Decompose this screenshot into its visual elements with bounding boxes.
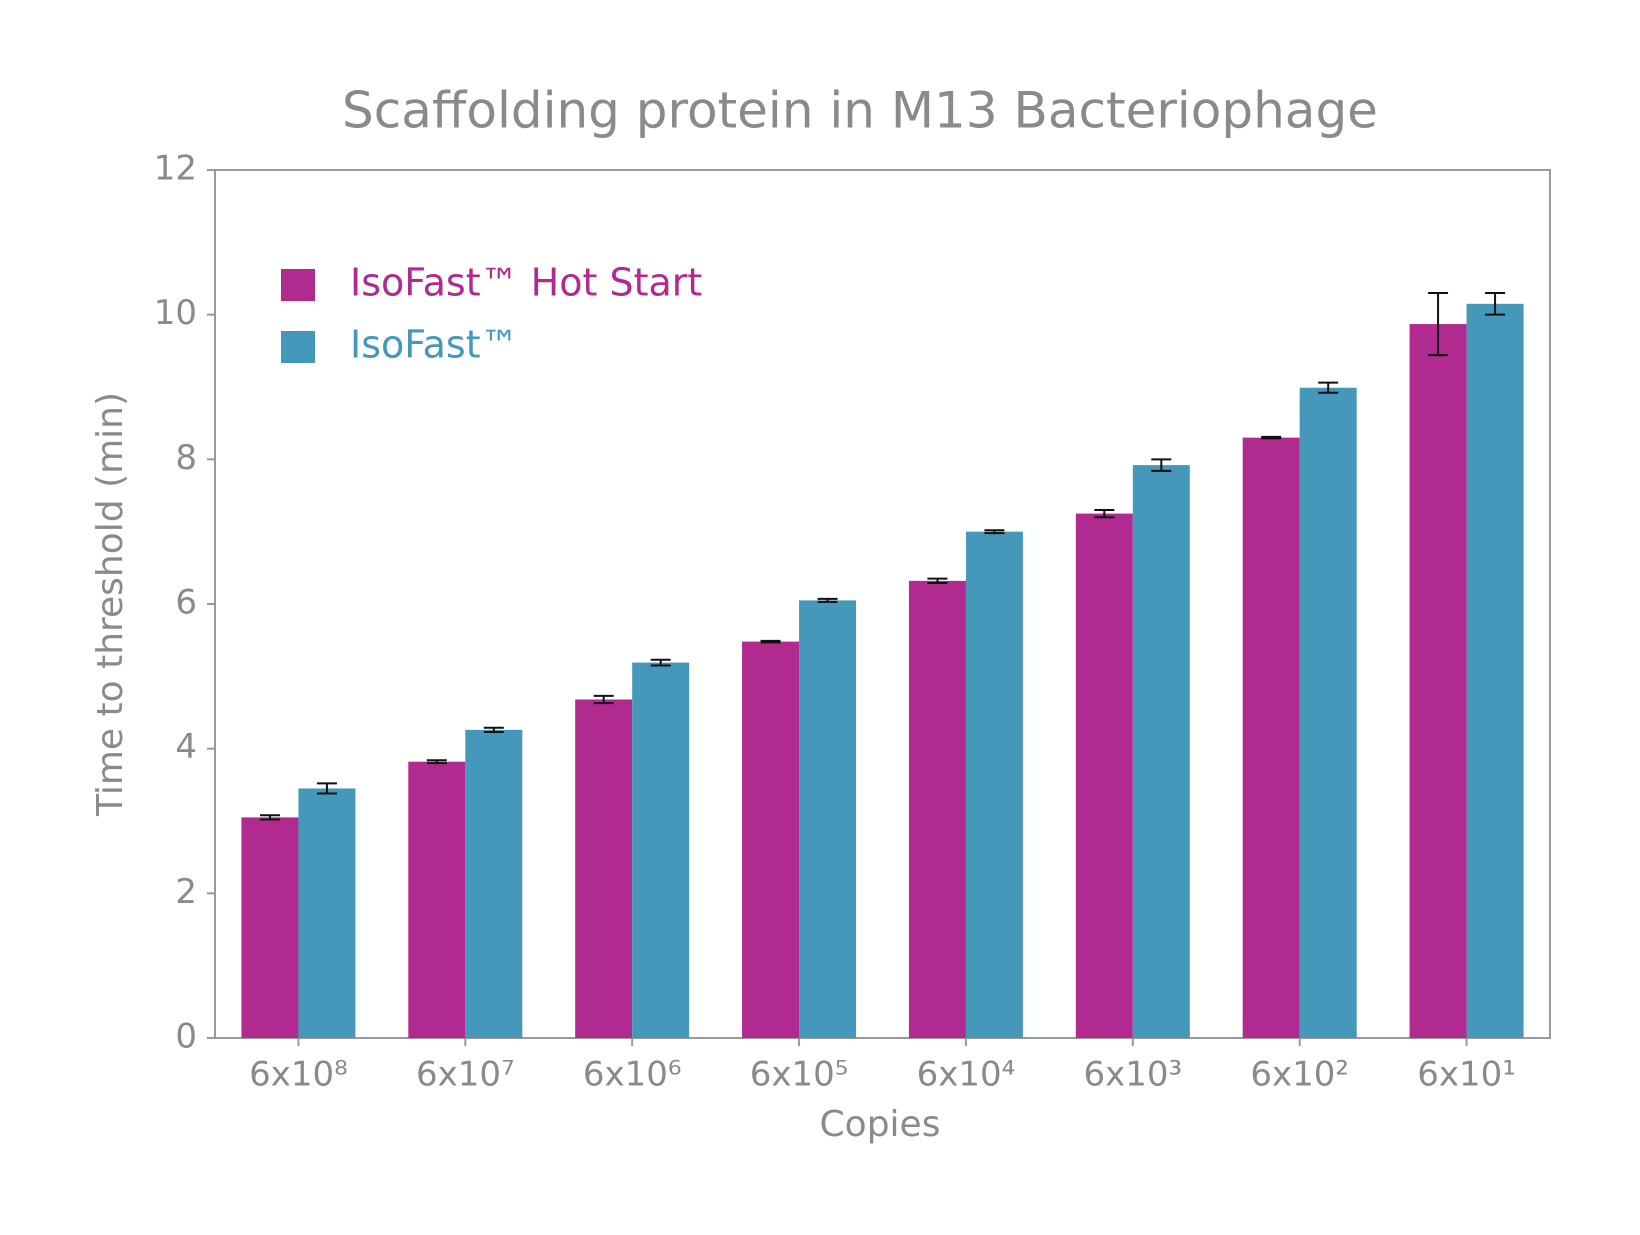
x-tick-label: 6x10³ <box>1083 1055 1182 1095</box>
x-tick-label: 6x10² <box>1250 1055 1349 1095</box>
bar <box>408 761 466 1038</box>
legend-label: IsoFast™ <box>350 323 519 367</box>
y-tick-label: 12 <box>154 149 197 189</box>
y-tick-label: 2 <box>175 872 197 912</box>
bar <box>1299 387 1357 1038</box>
bar <box>465 729 523 1038</box>
error-bar <box>593 694 614 705</box>
error-bar <box>426 759 447 765</box>
error-bar <box>817 597 838 603</box>
bar <box>575 699 633 1038</box>
legend-swatch <box>281 331 315 363</box>
error-bar <box>760 639 781 644</box>
error-bar <box>259 814 280 821</box>
error-bar <box>1261 435 1282 440</box>
y-tick-label: 8 <box>175 438 197 478</box>
bar <box>1466 303 1524 1039</box>
error-bar <box>1094 508 1115 519</box>
error-bar <box>927 577 948 585</box>
x-tick-label: 6x10⁸ <box>249 1055 348 1095</box>
bar <box>742 641 800 1038</box>
x-tick-label: 6x10¹ <box>1417 1055 1516 1095</box>
bar <box>908 580 966 1038</box>
bar <box>241 817 299 1038</box>
x-tick-label: 6x10⁴ <box>917 1055 1016 1095</box>
bar <box>632 662 690 1038</box>
error-bar <box>483 726 504 734</box>
y-axis-label: Time to threshold (min) <box>90 392 131 817</box>
bar <box>1132 465 1190 1038</box>
bar <box>298 788 356 1038</box>
bar <box>1409 324 1467 1038</box>
error-bar <box>1151 458 1172 472</box>
y-tick-label: 10 <box>154 293 197 333</box>
x-axis-label: Copies <box>820 1104 941 1145</box>
bar <box>1075 513 1133 1038</box>
x-tick-label: 6x10⁷ <box>416 1055 515 1095</box>
y-tick-label: 4 <box>175 727 197 767</box>
chart-title: Scaffolding protein in M13 Bacteriophage <box>342 82 1378 140</box>
error-bar <box>984 529 1005 535</box>
y-tick-label: 6 <box>175 583 197 623</box>
bar <box>965 531 1023 1038</box>
legend-swatch <box>281 269 315 301</box>
bar <box>799 600 857 1038</box>
x-tick-label: 6x10⁵ <box>750 1055 849 1095</box>
error-bar <box>650 658 671 667</box>
bar <box>1242 437 1300 1039</box>
error-bar <box>316 782 337 795</box>
error-bar <box>1428 291 1449 357</box>
y-tick-label: 0 <box>175 1017 197 1057</box>
error-bar <box>1485 291 1506 316</box>
x-tick-label: 6x10⁶ <box>583 1055 682 1095</box>
error-bar <box>1318 381 1339 394</box>
legend-label: IsoFast™ Hot Start <box>350 261 702 305</box>
